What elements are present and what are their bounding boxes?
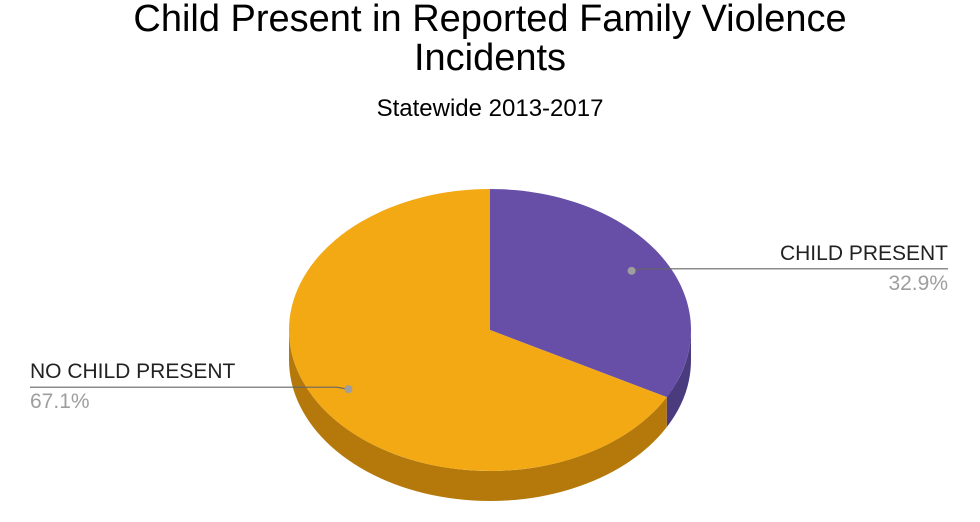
slice-value-no-child-present: 67.1% [30,390,90,413]
pie-slice-no-child-present[interactable] [288,189,667,471]
leader-dot-child-present [627,266,636,275]
chart-title-line-2: Incidents [413,37,567,79]
label-layer: CHILD PRESENT 32.9% NO CHILD PRESENT 67.1% [30,242,948,413]
pie-slice-child-present[interactable] [490,189,691,398]
slice-label-child-present: CHILD PRESENT [780,242,948,265]
pie-layer [288,189,691,501]
chart-title: Child Present in Reported Family Violenc… [0,0,980,78]
chart-title-line-1: Child Present in Reported Family Violenc… [133,0,847,40]
slice-label-no-child-present: NO CHILD PRESENT [30,360,236,383]
leader-line-child-present [631,268,948,272]
leader-dot-no-child-present [344,385,353,394]
leader-line-no-child-present [30,386,349,390]
pie-side-child-present [666,330,691,428]
slice-value-child-present: 32.9% [888,272,948,295]
pie-side-no-child-present [289,330,667,501]
chart-subtitle: Statewide 2013-2017 [376,95,604,122]
